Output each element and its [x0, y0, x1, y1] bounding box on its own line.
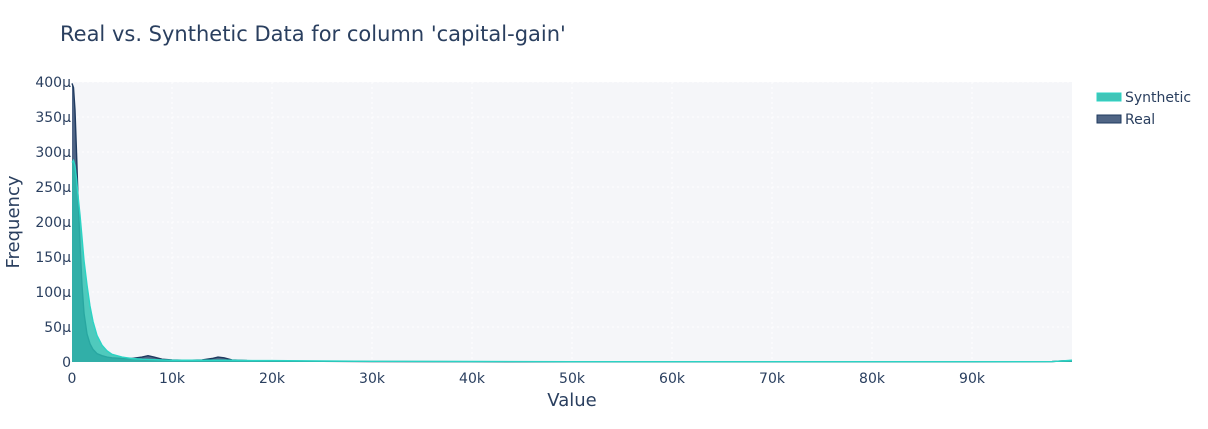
y-tick-label: 400μ [35, 75, 71, 91]
x-tick-label: 40k [459, 371, 486, 387]
x-tick-label: 10k [159, 371, 186, 387]
x-axis-label: Value [547, 390, 596, 411]
legend[interactable]: Synthetic Real [1097, 90, 1191, 128]
y-axis-label: Frequency [3, 175, 24, 268]
legend-label: Synthetic [1125, 90, 1191, 106]
x-tick-label: 50k [559, 371, 586, 387]
y-tick-label: 50μ [44, 320, 71, 336]
y-tick-label: 0 [62, 355, 71, 371]
y-tick-label: 300μ [35, 145, 71, 161]
x-tick-label: 70k [759, 371, 786, 387]
y-tick-label: 250μ [35, 180, 71, 196]
legend-swatch [1097, 93, 1121, 101]
legend-label: Real [1125, 112, 1155, 128]
chart-title: Real vs. Synthetic Data for column 'capi… [60, 22, 566, 46]
x-tick-label: 30k [359, 371, 386, 387]
x-tick-label: 90k [959, 371, 986, 387]
x-tick-label: 0 [68, 371, 77, 387]
y-tick-label: 100μ [35, 285, 71, 301]
legend-item-real[interactable]: Real [1097, 112, 1155, 128]
legend-item-synthetic[interactable]: Synthetic [1097, 90, 1191, 106]
x-tick-label: 60k [659, 371, 686, 387]
x-tick-label: 20k [259, 371, 286, 387]
y-tick-label: 350μ [35, 110, 71, 126]
y-tick-label: 200μ [35, 215, 71, 231]
x-tick-label: 80k [859, 371, 886, 387]
y-tick-label: 150μ [35, 250, 71, 266]
legend-swatch [1097, 115, 1121, 123]
